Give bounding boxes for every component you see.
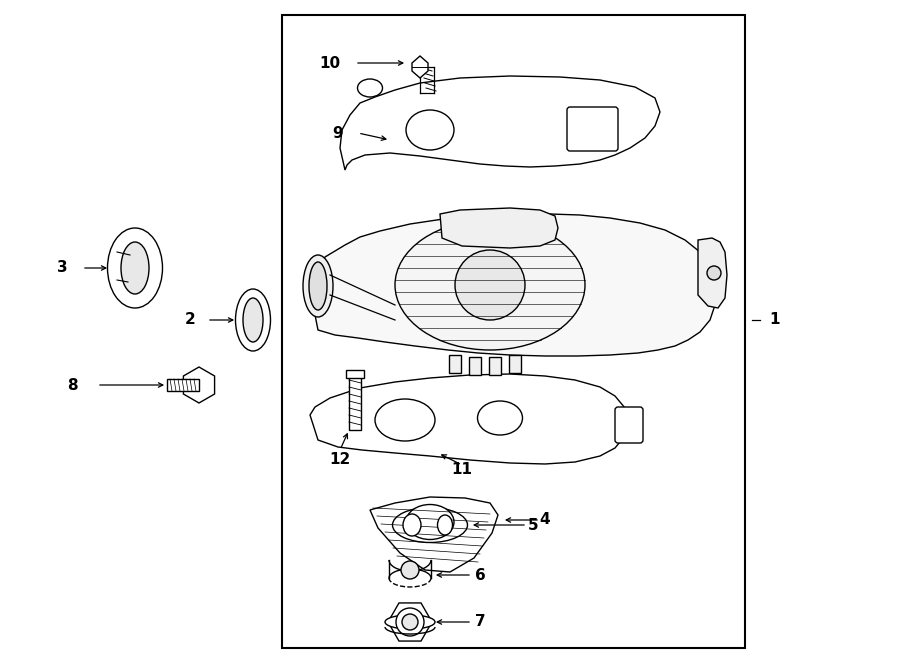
Ellipse shape — [303, 255, 333, 317]
Ellipse shape — [357, 79, 382, 97]
Text: 10: 10 — [320, 56, 340, 71]
Bar — [449, 355, 461, 373]
Ellipse shape — [403, 514, 421, 536]
Circle shape — [707, 266, 721, 280]
Circle shape — [396, 608, 424, 636]
FancyBboxPatch shape — [615, 407, 643, 443]
Text: 8: 8 — [67, 377, 77, 393]
Ellipse shape — [236, 289, 271, 351]
Circle shape — [401, 561, 419, 579]
Text: 12: 12 — [329, 453, 351, 467]
Ellipse shape — [385, 615, 435, 629]
Text: 5: 5 — [527, 518, 538, 533]
Circle shape — [402, 614, 418, 630]
Ellipse shape — [375, 399, 435, 441]
Text: 3: 3 — [57, 260, 68, 276]
Ellipse shape — [437, 515, 453, 535]
Bar — [469, 357, 481, 375]
Bar — [346, 370, 364, 378]
Bar — [509, 355, 521, 373]
Bar — [282, 15, 745, 648]
Ellipse shape — [107, 228, 163, 308]
Bar — [167, 379, 199, 391]
Polygon shape — [698, 238, 727, 308]
Ellipse shape — [406, 110, 454, 150]
Polygon shape — [370, 497, 498, 572]
FancyBboxPatch shape — [567, 107, 618, 151]
Polygon shape — [412, 56, 428, 78]
Bar — [349, 375, 361, 430]
Circle shape — [455, 250, 525, 320]
Polygon shape — [310, 374, 628, 464]
Ellipse shape — [395, 220, 585, 350]
Bar — [489, 357, 501, 375]
Ellipse shape — [243, 298, 263, 342]
Text: 6: 6 — [474, 568, 485, 582]
Text: 2: 2 — [184, 313, 195, 327]
Text: 11: 11 — [452, 463, 472, 477]
Ellipse shape — [309, 262, 327, 310]
Ellipse shape — [392, 508, 467, 543]
Text: 1: 1 — [770, 313, 780, 327]
Text: 7: 7 — [474, 615, 485, 629]
Ellipse shape — [478, 401, 523, 435]
Polygon shape — [310, 214, 715, 356]
Polygon shape — [340, 76, 660, 170]
Polygon shape — [440, 208, 558, 248]
Ellipse shape — [406, 504, 454, 539]
Text: 9: 9 — [333, 126, 343, 141]
Ellipse shape — [121, 242, 149, 294]
Text: 4: 4 — [540, 512, 550, 527]
